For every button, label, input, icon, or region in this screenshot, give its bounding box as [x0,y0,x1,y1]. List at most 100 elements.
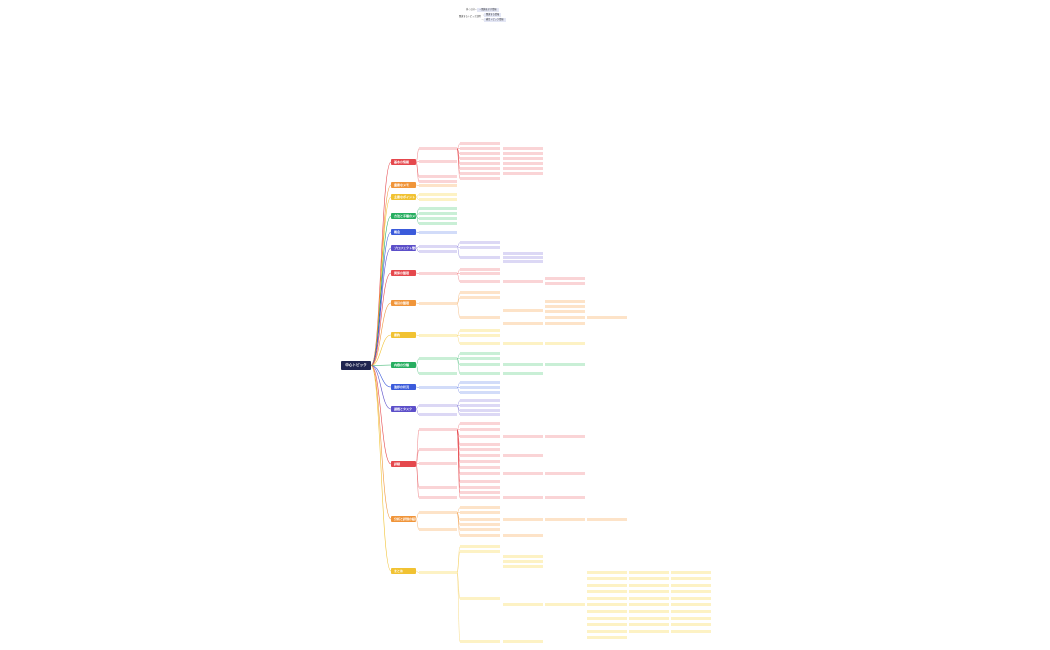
detail-node [587,610,627,614]
detail-node [545,603,585,607]
subtopic-node [460,545,500,549]
central-topic[interactable]: 中心トピック [341,361,371,370]
connector [415,463,420,498]
connector [456,387,461,393]
branch-5[interactable]: 概念 [391,229,416,235]
subtopic-node [460,177,500,181]
topic-node [419,357,457,361]
subtopic-node [460,363,500,367]
detail-node [587,597,627,601]
detail-node [629,577,669,581]
detail-node [629,630,669,634]
connector [370,184,392,366]
detail-node [545,342,585,346]
detail-node [587,518,627,522]
topic-node [419,198,457,202]
topic-node [419,571,457,575]
subtopic-node [460,597,500,601]
branch-14[interactable]: 分析と評価の結果 [391,516,416,522]
subtopic-node [460,334,500,338]
branch-6[interactable]: プロジェクト管理 [391,245,416,251]
branch-2[interactable]: 重要なメモ [391,182,416,188]
topic-node [419,250,457,254]
topic-node [419,404,457,408]
detail-node [545,282,585,286]
connector [456,512,461,536]
detail-node [587,316,627,320]
branch-3[interactable]: 主要なポイント [391,194,416,200]
subtopic-node [460,272,500,276]
topic-node [419,193,457,197]
detail-node [587,577,627,581]
detail-node [587,636,627,640]
subtopic-node [460,342,500,346]
subtopic-node [460,391,500,395]
topic-node [419,413,457,417]
subtopic-node [460,454,500,458]
detail-node [545,435,585,439]
connector [370,302,392,366]
legend-node-a: 多くの分… [464,8,479,12]
subtopic-node [460,550,500,554]
branch-4[interactable]: 方法と手順のメモ [391,213,416,219]
connector [370,365,392,465]
detail-node [671,577,711,581]
subtopic-node [460,443,500,447]
branch-12[interactable]: 課題とタスク [391,406,416,412]
detail-node [587,590,627,594]
detail-node [503,147,543,151]
topic-node [419,147,457,151]
connector [415,408,420,415]
connector [415,148,420,163]
detail-node [587,571,627,575]
connector [415,161,420,182]
connector [415,215,420,224]
topic-node [419,207,457,211]
branch-8[interactable]: 項目の整理 [391,300,416,306]
branch-15[interactable]: まとめ [391,568,416,574]
subtopic-node [460,435,500,439]
topic-node [419,160,457,164]
subtopic-node [460,329,500,333]
detail-node [629,603,669,607]
connector [456,303,461,318]
subtopic-node [460,256,500,260]
detail-node [545,310,585,314]
subtopic-node [460,291,500,295]
topic-node [419,462,457,466]
subtopic-node [460,381,500,385]
detail-node [545,496,585,500]
topic-node [419,334,457,338]
subtopic-node [460,422,500,426]
detail-node [587,623,627,627]
branch-9[interactable]: 要約 [391,332,416,338]
subtopic-node [460,534,500,538]
connector [415,231,420,233]
branch-13[interactable]: 詳細 [391,461,416,467]
branch-11[interactable]: 進捗の状況 [391,384,416,390]
topic-node [419,372,457,376]
connector [415,570,420,573]
connector [456,423,461,430]
branch-7[interactable]: 関係の整理 [391,270,416,276]
branch-1[interactable]: 基本の情報 [391,159,416,165]
topic-node [419,217,457,221]
detail-node [671,597,711,601]
legend-node-b: …関連を示す情報 [477,8,499,12]
subtopic-node [460,486,500,490]
topic-node [419,528,457,532]
connector [370,365,392,572]
detail-node [503,172,543,176]
subtopic-node [460,511,500,515]
subtopic-node [460,448,500,452]
detail-node [503,167,543,171]
branch-10[interactable]: 内容の分類 [391,362,416,368]
subtopic-node [460,404,500,408]
subtopic-node [460,472,500,476]
topic-node [419,486,457,490]
topic-node [419,180,457,184]
connector [415,302,420,304]
detail-node [503,518,543,522]
subtopic-node [460,246,500,250]
